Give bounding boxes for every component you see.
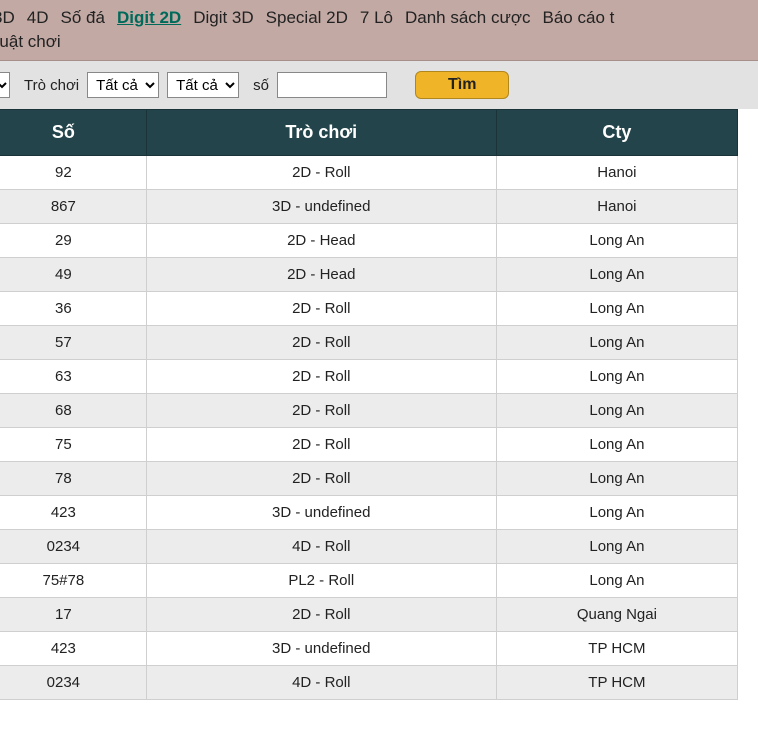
table-cell: 78	[0, 462, 146, 496]
nav-item-7-l-[interactable]: 7 Lô	[360, 8, 393, 28]
table-cell: 2D - Roll	[146, 394, 496, 428]
table-row: 02344D - RollLong An	[0, 530, 738, 564]
table-cell: 0234	[0, 530, 146, 564]
table-cell: 75#78	[0, 564, 146, 598]
table-cell: 68	[0, 394, 146, 428]
nav-row-2: ầyLuật chơi	[0, 30, 758, 54]
table-cell: 49	[0, 258, 146, 292]
nav-item-lu-t-ch-i[interactable]: Luật chơi	[0, 32, 61, 52]
table-row: 922D - RollHanoi	[0, 156, 738, 190]
table-cell: 3D - undefined	[146, 632, 496, 666]
table-row: 682D - RollLong An	[0, 394, 738, 428]
search-button[interactable]: Tìm	[415, 71, 509, 99]
filter-select-3[interactable]: Tất cả	[167, 72, 239, 98]
table-cell: Long An	[496, 258, 737, 292]
table-row: 172D - RollQuang Ngai	[0, 598, 738, 632]
table-row: 632D - RollLong An	[0, 360, 738, 394]
table-cell: 423	[0, 496, 146, 530]
table-cell: Long An	[496, 292, 737, 326]
table-row: 4233D - undefinedLong An	[0, 496, 738, 530]
table-cell: 2D - Roll	[146, 428, 496, 462]
table-cell: Long An	[496, 428, 737, 462]
table-row: 4233D - undefinedTP HCM	[0, 632, 738, 666]
table-cell: 2D - Roll	[146, 360, 496, 394]
table-cell: 17	[0, 598, 146, 632]
table-row: 362D - RollLong An	[0, 292, 738, 326]
table-row: 8673D - undefinedHanoi	[0, 190, 738, 224]
table-cell: Long An	[496, 530, 737, 564]
table-cell: 36	[0, 292, 146, 326]
game-label: Trò chơi	[24, 77, 79, 94]
table-cell: Long An	[496, 326, 737, 360]
table-cell: Long An	[496, 564, 737, 598]
table-cell: 2D - Roll	[146, 326, 496, 360]
table-cell: 3D - undefined	[146, 496, 496, 530]
nav-item-digit-3d[interactable]: Digit 3D	[193, 8, 253, 28]
nav-row-1: D & 3D 4D Số đá Digit 2D Digit 3D Special 2D 7…	[0, 6, 758, 30]
table-cell: 3D - undefined	[146, 190, 496, 224]
table-cell: Long An	[496, 462, 737, 496]
filter-bar: Trò chơi Tất cả Tất cả số Tìm	[0, 61, 758, 109]
table-cell: Long An	[496, 394, 737, 428]
table-cell: Quang Ngai	[496, 598, 737, 632]
table-cell: 57	[0, 326, 146, 360]
table-cell: TP HCM	[496, 632, 737, 666]
table-row: 492D - HeadLong An	[0, 258, 738, 292]
table-cell: 75	[0, 428, 146, 462]
table-row: 782D - RollLong An	[0, 462, 738, 496]
num-input[interactable]	[277, 72, 387, 98]
table-cell: 92	[0, 156, 146, 190]
nav-item-b-o-c-o-t[interactable]: Báo cáo t	[543, 8, 615, 28]
col-header-so: Số	[0, 110, 146, 156]
table-cell: TP HCM	[496, 666, 737, 700]
table-cell: 4D - Roll	[146, 666, 496, 700]
nav-item-special-2d[interactable]: Special 2D	[266, 8, 348, 28]
table-row: 02344D - RollTP HCM	[0, 666, 738, 700]
nav-item-danh-s-ch-c-c[interactable]: Danh sách cược	[405, 8, 531, 28]
filter-select-game[interactable]: Tất cả	[87, 72, 159, 98]
table-cell: 63	[0, 360, 146, 394]
num-label: số	[253, 77, 269, 94]
table-cell: 867	[0, 190, 146, 224]
top-nav: D & 3D 4D Số đá Digit 2D Digit 3D Special 2D 7…	[0, 0, 758, 61]
nav-item-4d[interactable]: 4D	[27, 8, 49, 28]
table-cell: 4D - Roll	[146, 530, 496, 564]
nav-item-digit-2d[interactable]: Digit 2D	[117, 8, 181, 28]
nav-item-s-[interactable]: Số đá	[61, 8, 105, 28]
filter-select-1[interactable]	[0, 72, 10, 98]
table-cell: 29	[0, 224, 146, 258]
table-cell: Hanoi	[496, 156, 737, 190]
col-header-game: Trò chơi	[146, 110, 496, 156]
table-header-row: Số Trò chơi Cty	[0, 110, 738, 156]
table-cell: Long An	[496, 496, 737, 530]
nav-item-d-3d[interactable]: D & 3D	[0, 8, 15, 28]
table-row: 572D - RollLong An	[0, 326, 738, 360]
table-cell: 423	[0, 632, 146, 666]
table-cell: Hanoi	[496, 190, 737, 224]
table-cell: 2D - Head	[146, 258, 496, 292]
table-row: 292D - HeadLong An	[0, 224, 738, 258]
table-cell: Long An	[496, 360, 737, 394]
table-body: 922D - RollHanoi8673D - undefinedHanoi29…	[0, 156, 738, 700]
table-cell: PL2 - Roll	[146, 564, 496, 598]
table-cell: 2D - Roll	[146, 598, 496, 632]
table-cell: 2D - Head	[146, 224, 496, 258]
results-table: Số Trò chơi Cty 922D - RollHanoi8673D - …	[0, 109, 738, 700]
col-header-cty: Cty	[496, 110, 737, 156]
table-cell: 0234	[0, 666, 146, 700]
table-cell: 2D - Roll	[146, 156, 496, 190]
table-row: 752D - RollLong An	[0, 428, 738, 462]
table-cell: Long An	[496, 224, 737, 258]
table-cell: 2D - Roll	[146, 292, 496, 326]
table-row: 75#78PL2 - RollLong An	[0, 564, 738, 598]
table-cell: 2D - Roll	[146, 462, 496, 496]
